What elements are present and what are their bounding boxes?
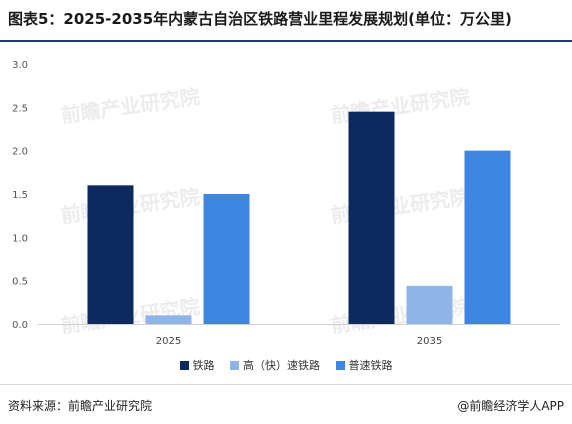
- y-tick-label: 0.0: [12, 320, 28, 331]
- x-category-label: 2025: [156, 336, 181, 347]
- bar: [406, 285, 453, 324]
- bar-chart: 0.0 0.5 1.0 1.5 2.0 2.5 3.0 2025 2035: [12, 60, 560, 347]
- page-title: 图表5：2025-2035年内蒙古自治区铁路营业里程发展规划(单位：万公里): [8, 10, 512, 28]
- bar: [464, 150, 511, 324]
- x-category-label: 2035: [417, 336, 442, 347]
- bar: [348, 111, 395, 325]
- y-tick-label: 0.5: [12, 277, 28, 288]
- legend-label: 高（快）速铁路: [243, 359, 320, 372]
- legend-item: 高（快）速铁路: [230, 357, 320, 373]
- legend-label: 普速铁路: [348, 359, 393, 372]
- title-bar: 图表5：2025-2035年内蒙古自治区铁路营业里程发展规划(单位：万公里): [0, 0, 572, 42]
- bar: [145, 315, 192, 324]
- source-text: 资料来源：前瞻产业研究院: [8, 399, 153, 413]
- legend-swatch: [230, 361, 239, 370]
- legend-item: 普速铁路: [335, 357, 393, 373]
- legend-swatch: [335, 361, 345, 370]
- bar: [203, 194, 250, 324]
- y-tick-label: 2.0: [12, 147, 28, 158]
- y-tick-label: 1.5: [12, 190, 28, 201]
- legend-label: 铁路: [192, 359, 215, 372]
- y-tick-label: 3.0: [12, 60, 28, 71]
- brand-text: @前瞻经济学人APP: [457, 399, 564, 413]
- legend: 铁路 高（快）速铁路 普速铁路: [0, 357, 572, 373]
- y-tick-label: 1.0: [12, 233, 28, 244]
- y-tick-label: 2.5: [12, 103, 28, 114]
- legend-swatch: [179, 361, 189, 370]
- bar: [87, 185, 134, 324]
- legend-item: 铁路: [179, 357, 215, 373]
- footer: 资料来源：前瞻产业研究院 @前瞻经济学人APP: [0, 384, 572, 424]
